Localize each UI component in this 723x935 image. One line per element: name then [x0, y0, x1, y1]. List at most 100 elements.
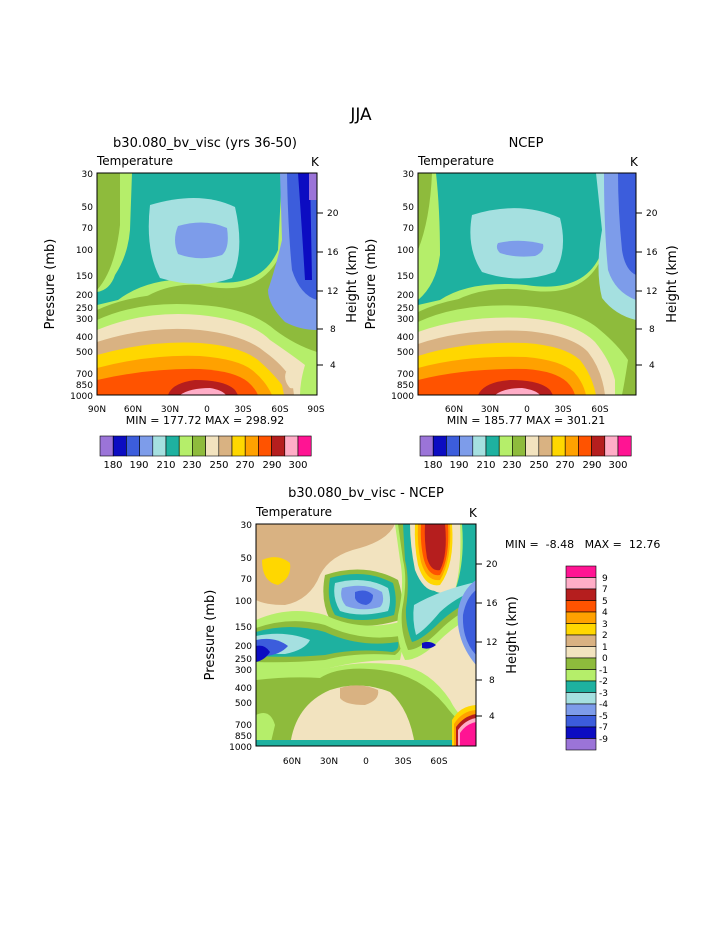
- colorbar-swatch: [565, 726, 597, 739]
- pressure-tick-label: 200: [397, 291, 414, 301]
- colorbar-swatch: [446, 435, 460, 457]
- pressure-axis: 30 50 70 100 150 200 250 300 400 500 700…: [70, 170, 93, 402]
- height-tick-label: 20: [486, 560, 498, 570]
- pressure-tick-label: 400: [397, 333, 414, 343]
- height-tick-label: 8: [489, 676, 495, 686]
- latitude-axis: 60N 30N 0 30S 60S: [445, 405, 609, 415]
- latitude-tick-label: 60S: [591, 405, 608, 415]
- colorbar-label: -2: [599, 677, 608, 687]
- pressure-tick-label: 50: [403, 203, 415, 213]
- colorbar-swatch: [578, 435, 592, 457]
- pressure-tick-label: 30: [241, 521, 253, 531]
- pressure-axis: 30 50 70 100 150 200 250 300 400 500 700…: [391, 170, 414, 402]
- colorbar-swatch: [205, 435, 220, 457]
- colorbar-swatch: [178, 435, 193, 457]
- panel-ncep-title: NCEP: [509, 136, 544, 151]
- colorbar-swatch: [152, 435, 167, 457]
- colorbar-swatch: [565, 738, 597, 751]
- colorbar-swatch: [565, 692, 597, 705]
- latitude-tick-label: 30S: [554, 405, 571, 415]
- height-axis: 20 16 12 8 4: [317, 209, 339, 371]
- panel-difference-units: K: [469, 506, 478, 520]
- pressure-tick-label: 250: [235, 655, 252, 665]
- panel-ncep-units: K: [630, 155, 639, 169]
- latitude-tick-label: 0: [363, 757, 369, 767]
- fill-band: [355, 590, 373, 605]
- colorbar-label: 0: [602, 654, 608, 664]
- colorbar-swatch: [565, 565, 597, 578]
- height-tick-label: 16: [646, 248, 658, 258]
- pressure-tick-label: 700: [397, 370, 414, 380]
- colorbar-label: -4: [599, 700, 608, 710]
- pressure-tick-label: 250: [397, 304, 414, 314]
- latitude-axis: 90N 60N 30N 0 30S 60S 90S: [88, 405, 325, 415]
- colorbar-swatch: [112, 435, 127, 457]
- panel-model-title: b30.080_bv_visc (yrs 36-50): [113, 136, 297, 151]
- latitude-tick-label: 60S: [271, 405, 288, 415]
- pressure-tick-label: 50: [82, 203, 94, 213]
- panel-model-plot: [97, 173, 317, 395]
- colorbar-swatch: [419, 435, 434, 457]
- plot-frame: [417, 172, 637, 396]
- latitude-tick-label: 0: [204, 405, 210, 415]
- colorbar-swatch: [565, 611, 597, 624]
- latitude-tick-label: 60S: [430, 757, 447, 767]
- panel-model-units: K: [311, 155, 320, 169]
- colorbar-label: 180: [423, 460, 442, 471]
- colorbar-swatch: [165, 435, 180, 457]
- colorbar-swatch: [512, 435, 526, 457]
- fill-band: [285, 370, 300, 389]
- height-tick-label: 4: [330, 361, 336, 371]
- colorbar-swatch: [591, 435, 606, 457]
- colorbar-swatch: [297, 435, 312, 457]
- latitude-tick-label: 60N: [124, 405, 142, 415]
- latitude-tick-label: 30N: [161, 405, 179, 415]
- colorbar-swatch: [538, 435, 553, 457]
- fill-band: [175, 222, 228, 259]
- pressure-tick-label: 850: [235, 732, 252, 742]
- pressure-tick-label: 300: [76, 315, 93, 325]
- colorbar-label: 270: [555, 460, 574, 471]
- colorbar-label: 1: [602, 643, 608, 653]
- colorbar-label: 2: [602, 631, 608, 641]
- pressure-tick-label: 100: [76, 246, 93, 256]
- pressure-tick-label: 500: [76, 348, 93, 358]
- colorbar-label: 270: [235, 460, 254, 471]
- colorbar-label: -1: [599, 666, 608, 676]
- fill-band: [460, 722, 476, 746]
- height-tick-label: 8: [330, 325, 336, 335]
- pressure-tick-label: 100: [235, 597, 252, 607]
- colorbar-swatch: [525, 435, 540, 457]
- fill-band: [462, 590, 476, 655]
- colorbar-swatch: [565, 623, 597, 636]
- fill-band: [256, 645, 270, 662]
- colorbar-model: 180 190 210 230 250 270 290 300: [99, 435, 312, 471]
- colorbar-label: 250: [529, 460, 548, 471]
- colorbar-swatch: [565, 657, 597, 670]
- colorbar-swatch: [565, 600, 597, 613]
- colorbar-swatch: [617, 435, 632, 457]
- panel-ncep: NCEP Temperature K 30 50 70: [364, 136, 680, 471]
- colorbar-swatch: [271, 435, 286, 457]
- colorbar-swatch: [565, 703, 597, 716]
- panel-ncep-min-max: MIN = 185.77 MAX = 301.21: [447, 414, 605, 427]
- pressure-tick-label: 300: [235, 666, 252, 676]
- pressure-tick-label: 30: [403, 170, 415, 180]
- pressure-tick-label: 400: [235, 684, 252, 694]
- height-axis-label: Height (km): [505, 596, 520, 673]
- pressure-tick-label: 1000: [229, 743, 252, 753]
- pressure-axis-label: Pressure (mb): [203, 590, 218, 681]
- height-tick-label: 20: [646, 209, 658, 219]
- colorbar-label: 190: [449, 460, 468, 471]
- fill-band: [618, 173, 636, 275]
- colorbar-swatch: [284, 435, 299, 457]
- height-tick-label: 8: [649, 325, 655, 335]
- panel-difference: b30.080_bv_visc - NCEP Temperature K: [203, 486, 660, 767]
- pressure-tick-label: 70: [82, 224, 94, 234]
- plot-frame: [96, 172, 318, 396]
- fill-band: [496, 240, 544, 257]
- pressure-tick-label: 700: [235, 721, 252, 731]
- height-tick-label: 16: [327, 248, 339, 258]
- pressure-axis: 30 50 70 100 150 200 250 300 400 500 700…: [229, 521, 252, 753]
- panel-model-min-max: MIN = 177.72 MAX = 298.92: [126, 414, 284, 427]
